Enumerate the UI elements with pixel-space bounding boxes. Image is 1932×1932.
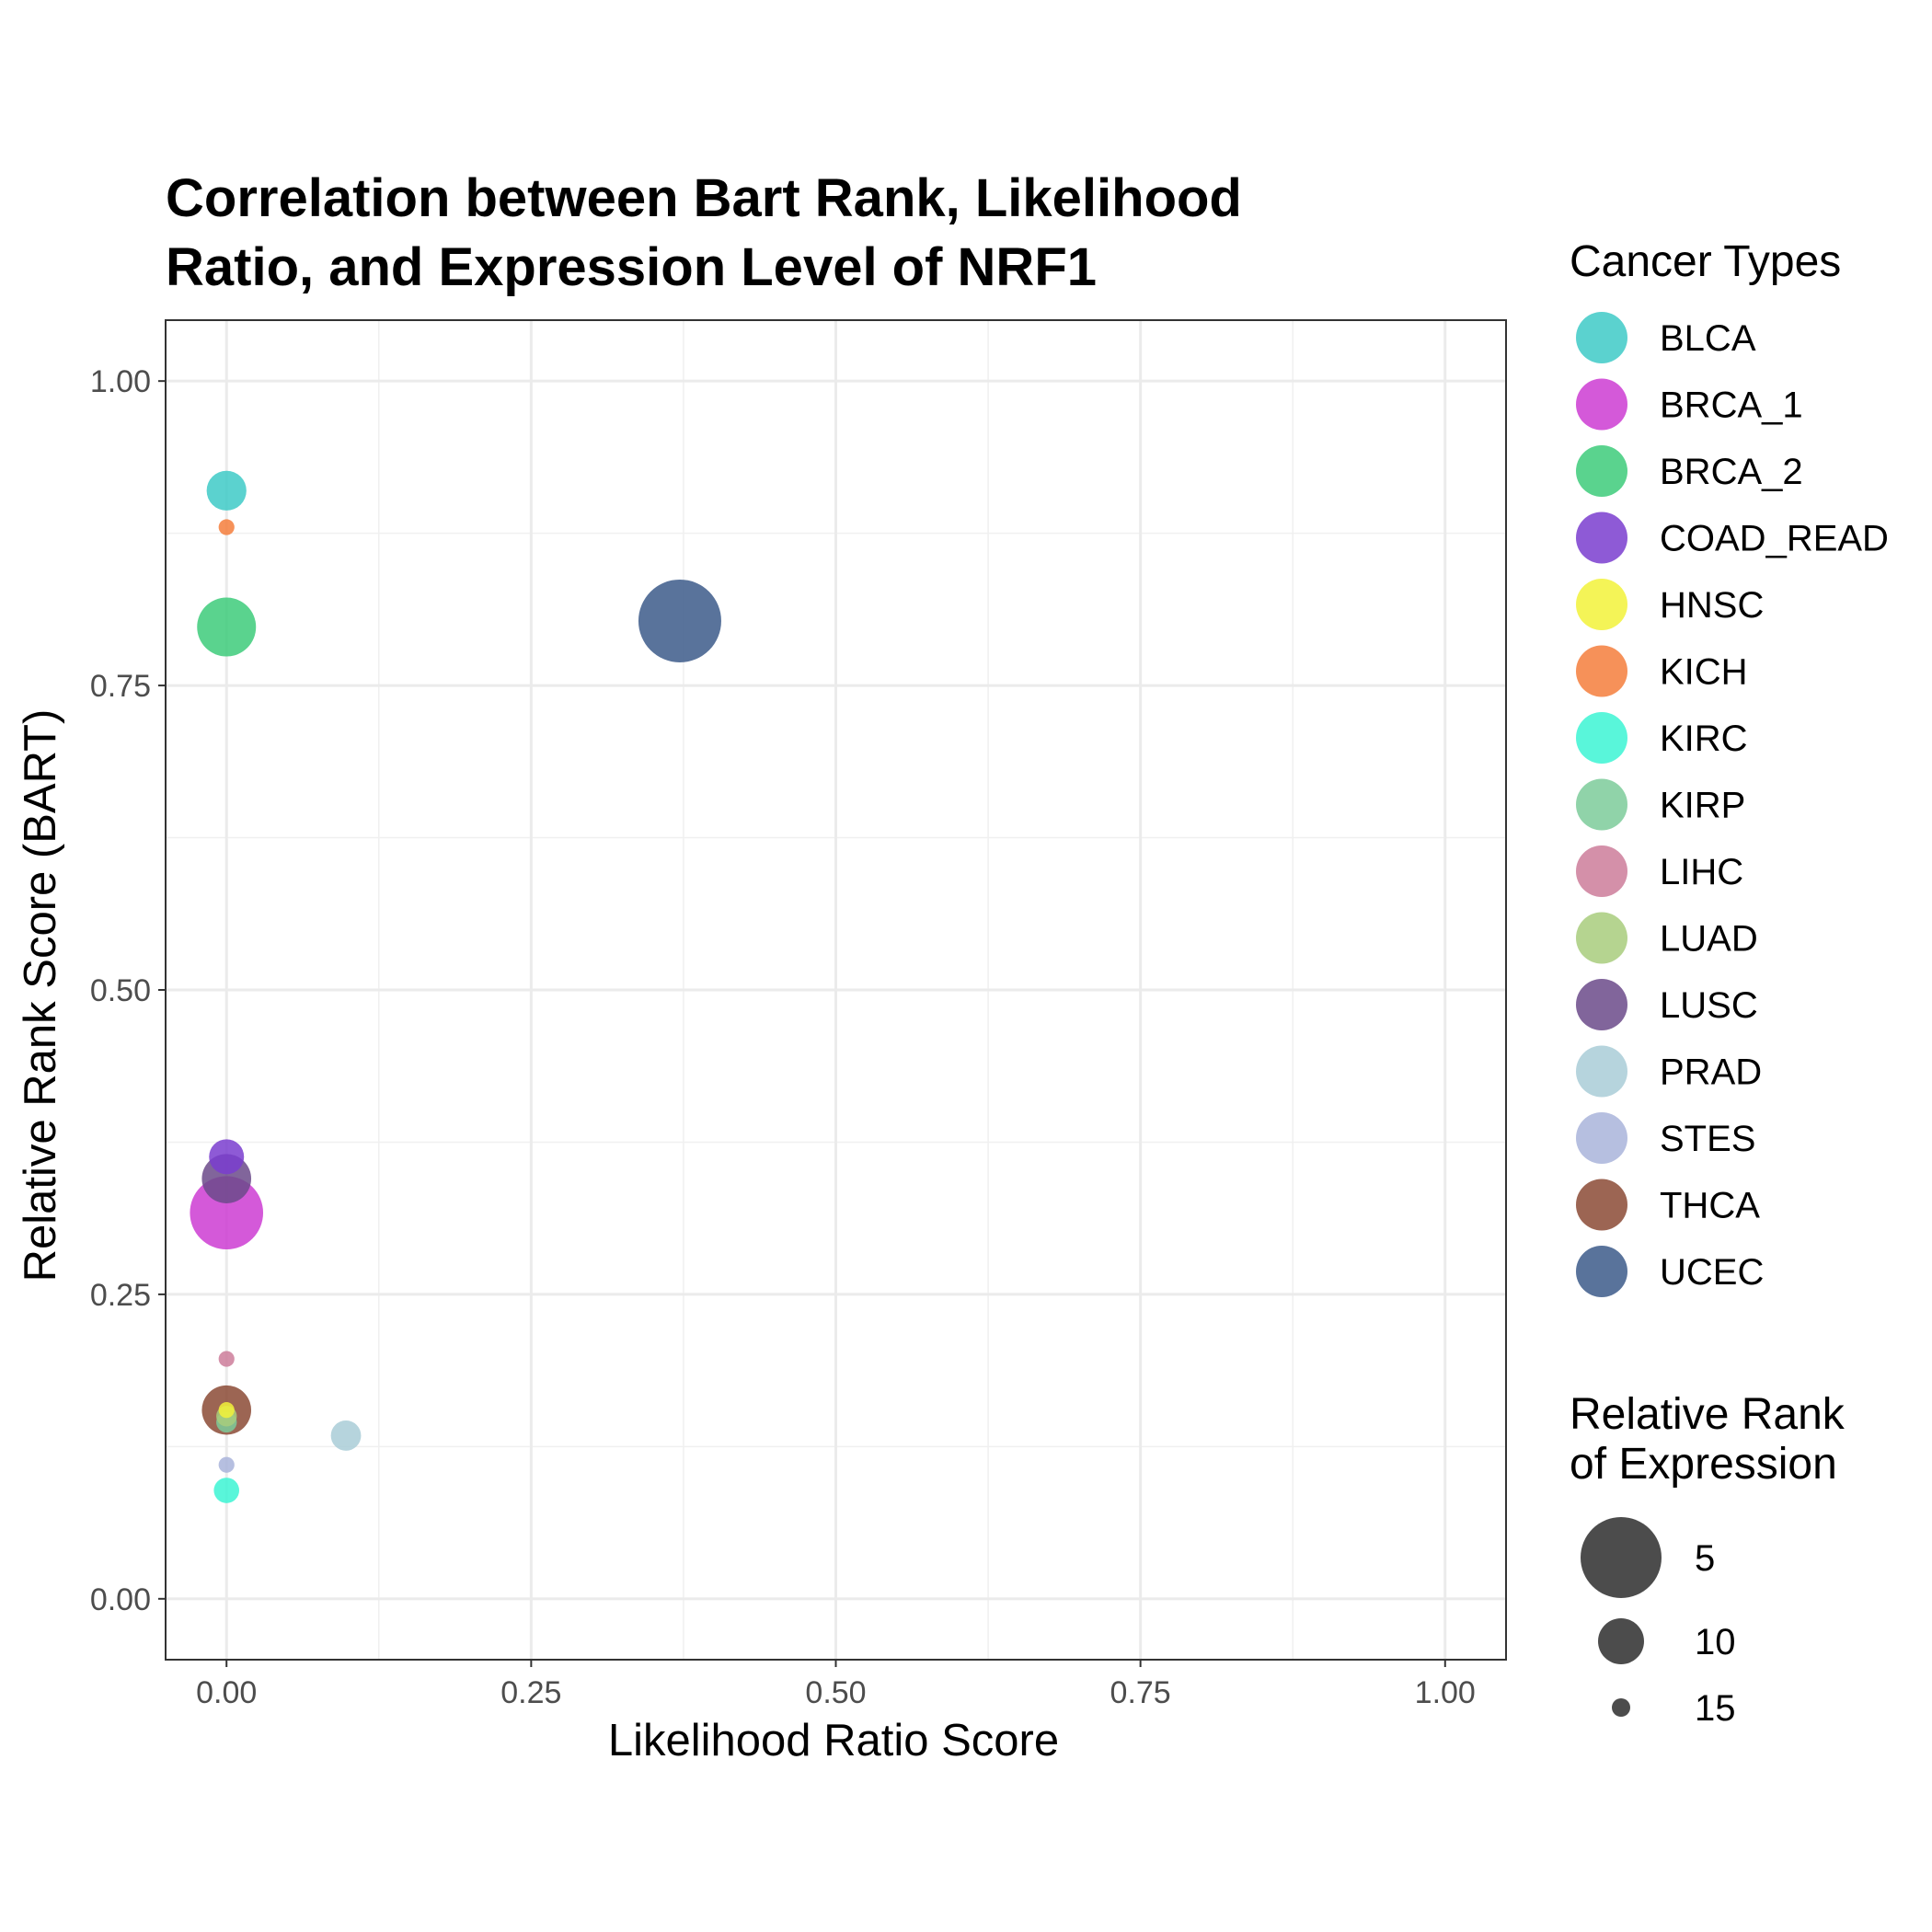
legend-key-stes bbox=[1576, 1112, 1627, 1164]
y-tick-label: 0.50 bbox=[90, 973, 151, 1008]
color-legend-title: Cancer Types bbox=[1570, 237, 1841, 286]
legend-key-kich bbox=[1576, 646, 1627, 697]
legend-key-coad_read bbox=[1576, 512, 1627, 564]
size-legend-key bbox=[1598, 1618, 1644, 1664]
size-legend-key bbox=[1612, 1698, 1630, 1717]
x-axis-title: Likelihood Ratio Score bbox=[608, 1716, 1059, 1765]
y-tick-label: 1.00 bbox=[90, 364, 151, 399]
point-prad bbox=[331, 1420, 362, 1451]
point-kich bbox=[219, 519, 235, 535]
legend-label-stes: STES bbox=[1660, 1119, 1755, 1159]
size-legend-title-line-2: of Expression bbox=[1570, 1440, 1837, 1489]
chart-title-line-2: Ratio, and Expression Level of NRF1 bbox=[166, 237, 1097, 297]
plot-panel: 0.00 0.00 0.25 0.25 0.50 0.50 0.75 0.75 1.00 1.00 bbox=[90, 320, 1506, 1710]
x-tick-label: 0.25 bbox=[500, 1675, 561, 1710]
legend-key-thca bbox=[1576, 1179, 1627, 1231]
y-axis-title: Relative Rank Score (BART) bbox=[16, 709, 65, 1282]
color-legend: BLCA BRCA_1 BRCA_2 COAD_READ HNSC KICH KIRC KIR… bbox=[1576, 312, 1889, 1297]
y-tick-label: 0.00 bbox=[90, 1582, 151, 1617]
legend-label-kirc: KIRC bbox=[1660, 719, 1748, 759]
legend-key-lihc bbox=[1576, 845, 1627, 897]
legend-key-brca_1 bbox=[1576, 379, 1627, 431]
size-legend: 5 10 15 bbox=[1581, 1517, 1736, 1729]
legend-key-kirc bbox=[1576, 712, 1627, 764]
size-legend-label: 15 bbox=[1695, 1688, 1736, 1729]
point-coad_read bbox=[209, 1139, 244, 1174]
legend-key-blca bbox=[1576, 312, 1627, 363]
size-legend-label: 10 bbox=[1695, 1622, 1736, 1662]
size-legend-title-line-1: Relative Rank bbox=[1570, 1390, 1846, 1439]
legend-label-hnsc: HNSC bbox=[1660, 585, 1764, 626]
point-hnsc bbox=[219, 1402, 235, 1418]
point-blca bbox=[207, 471, 247, 511]
legend-key-brca_2 bbox=[1576, 445, 1627, 497]
legend-label-coad_read: COAD_READ bbox=[1660, 519, 1889, 559]
legend-label-thca: THCA bbox=[1660, 1186, 1760, 1226]
point-brca_2 bbox=[197, 598, 256, 657]
point-ucec bbox=[638, 580, 721, 662]
size-legend-key bbox=[1581, 1517, 1662, 1598]
y-tick-label: 0.75 bbox=[90, 669, 151, 704]
size-legend-label: 5 bbox=[1695, 1538, 1715, 1579]
legend-label-ucec: UCEC bbox=[1660, 1252, 1764, 1293]
legend-key-ucec bbox=[1576, 1246, 1627, 1297]
point-stes bbox=[219, 1457, 235, 1473]
x-tick-label: 0.00 bbox=[196, 1675, 257, 1710]
legend-label-kirp: KIRP bbox=[1660, 786, 1745, 826]
chart-title-line-1: Correlation between Bart Rank, Likelihoo… bbox=[166, 168, 1242, 228]
legend-label-lusc: LUSC bbox=[1660, 985, 1758, 1026]
legend-label-brca_1: BRCA_1 bbox=[1660, 385, 1803, 426]
legend-key-prad bbox=[1576, 1046, 1627, 1098]
legend-label-blca: BLCA bbox=[1660, 318, 1756, 359]
legend-label-lihc: LIHC bbox=[1660, 852, 1743, 892]
x-tick-label: 0.50 bbox=[805, 1675, 866, 1710]
legend-key-lusc bbox=[1576, 979, 1627, 1030]
legend-key-hnsc bbox=[1576, 579, 1627, 630]
point-lihc bbox=[219, 1351, 235, 1366]
legend-label-luad: LUAD bbox=[1660, 919, 1758, 960]
x-tick-label: 1.00 bbox=[1415, 1675, 1476, 1710]
legend-label-prad: PRAD bbox=[1660, 1052, 1762, 1093]
legend-label-brca_2: BRCA_2 bbox=[1660, 452, 1803, 492]
point-kirc bbox=[213, 1478, 239, 1503]
legend-label-kich: KICH bbox=[1660, 652, 1748, 693]
legend-key-luad bbox=[1576, 913, 1627, 964]
y-tick-label: 0.25 bbox=[90, 1278, 151, 1313]
x-tick-label: 0.75 bbox=[1110, 1675, 1171, 1710]
legend-key-kirp bbox=[1576, 779, 1627, 831]
